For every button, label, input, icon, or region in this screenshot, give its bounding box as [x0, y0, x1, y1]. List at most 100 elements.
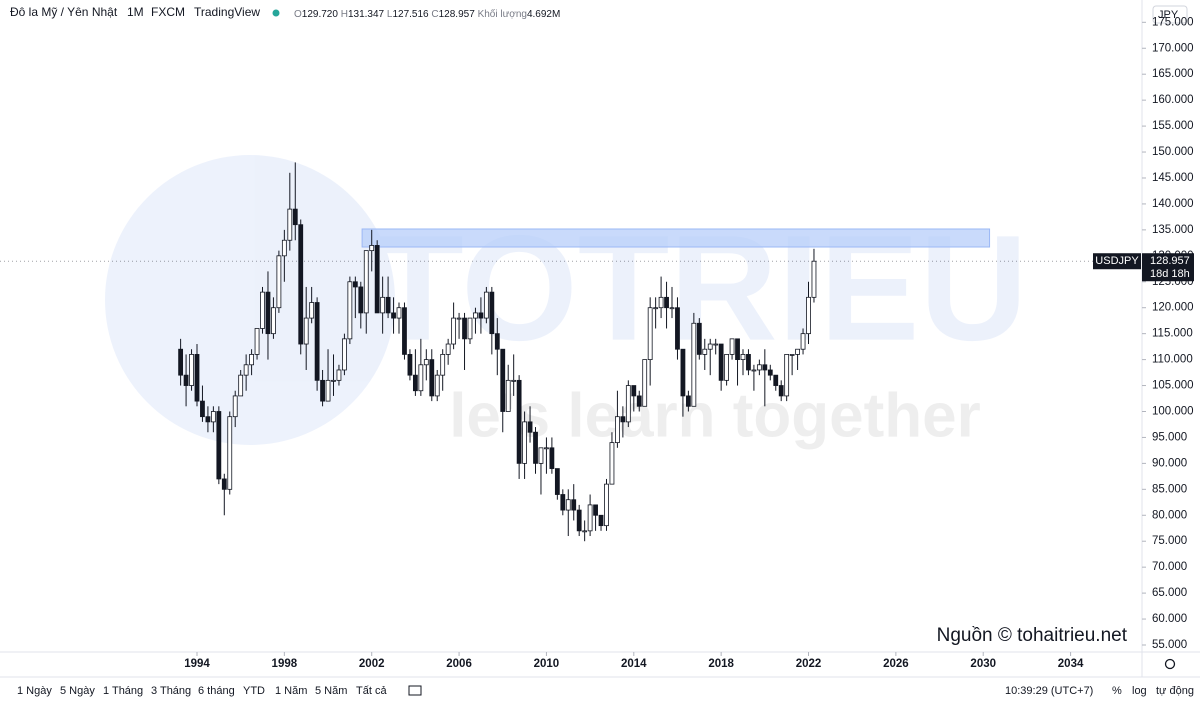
candle-body: [309, 302, 315, 319]
interval[interactable]: 1M: [127, 5, 144, 19]
candle-body: [565, 499, 571, 511]
range-button[interactable]: Tất cả: [356, 685, 387, 697]
y-tick-label: 100.000: [1152, 406, 1194, 418]
symbol[interactable]: Đô la Mỹ / Yên Nhật: [10, 5, 118, 19]
candle-body: [407, 354, 413, 376]
label: Khối lượng: [478, 8, 527, 20]
status-dot: [272, 9, 280, 17]
candle-body: [391, 312, 396, 319]
candle-body: [560, 494, 566, 511]
settings-icon[interactable]: [1164, 658, 1176, 670]
candle-body: [680, 348, 686, 397]
candle-body: [773, 374, 779, 386]
candle-body: [664, 296, 669, 309]
candle-body: [522, 421, 527, 464]
candle-body: [462, 317, 467, 340]
candle-body: [620, 416, 626, 423]
candle-body: [691, 322, 697, 407]
candle-body: [402, 307, 407, 355]
candle-body: [582, 530, 588, 533]
candle-body: [320, 379, 325, 402]
y-tick-label: 70.000: [1152, 561, 1187, 573]
x-tick-label: 2014: [621, 658, 647, 670]
candle-body: [287, 208, 293, 241]
currency[interactable]: JPY: [1158, 9, 1179, 21]
candle-body: [631, 385, 637, 397]
candle-body: [265, 291, 271, 335]
auto-toggle[interactable]: tự động: [1156, 685, 1194, 697]
candle-body: [200, 400, 205, 418]
candle-body: [456, 317, 462, 320]
label: O: [294, 9, 302, 20]
candle-body: [194, 354, 200, 402]
candle-body: [554, 468, 560, 495]
plot-area: [178, 162, 991, 542]
candle-body: [576, 509, 582, 532]
range-button[interactable]: 5 Ngày: [60, 685, 95, 697]
range-button[interactable]: 1 Tháng: [103, 685, 143, 697]
y-tick-label: 155.000: [1152, 120, 1194, 132]
candle-body: [696, 322, 702, 355]
y-tick-label: 110.000: [1152, 354, 1193, 366]
candle-body: [325, 379, 331, 402]
candle-body: [533, 431, 538, 464]
range-button[interactable]: YTD: [243, 685, 265, 697]
candle-body: [227, 416, 233, 490]
log-toggle[interactable]: log: [1132, 685, 1147, 697]
candle-body: [516, 379, 522, 464]
compare-icon[interactable]: [408, 685, 422, 696]
candle-body: [658, 296, 664, 309]
x-tick-label: 1994: [184, 658, 210, 670]
x-tick-label: 2034: [1058, 658, 1084, 670]
candle-body: [429, 359, 435, 397]
candle-body: [544, 447, 549, 450]
candle-body: [500, 348, 506, 412]
candle-body: [675, 307, 680, 350]
candle-body: [702, 348, 708, 355]
range-button[interactable]: 1 Ngày: [17, 685, 52, 697]
value: 128.957: [439, 9, 476, 20]
candle-body: [314, 302, 320, 381]
value: 127.516: [392, 9, 429, 20]
y-tick-label: 165.000: [1152, 68, 1194, 80]
countdown: 18d 18h: [1150, 268, 1190, 280]
candle-body: [587, 504, 593, 532]
range-button[interactable]: 3 Tháng: [151, 685, 191, 697]
range-button[interactable]: 5 Năm: [315, 685, 347, 697]
candle-body: [385, 296, 391, 314]
candle-body: [653, 307, 659, 310]
candle-body: [303, 317, 309, 345]
candle-body: [538, 447, 544, 464]
candle-body: [795, 348, 800, 355]
candle-body: [494, 333, 500, 350]
range-button[interactable]: 1 Năm: [275, 685, 307, 697]
candle-body: [718, 343, 724, 381]
candle-body: [483, 291, 489, 319]
price-box: [1142, 253, 1194, 282]
candle-body: [615, 416, 620, 444]
y-tick-label: 60.000: [1152, 613, 1187, 625]
y-tick-label: 105.000: [1152, 380, 1194, 392]
y-tick-label: 135.000: [1152, 224, 1194, 236]
candle-body: [347, 281, 353, 340]
candle-body: [380, 296, 386, 314]
currency-button[interactable]: [1152, 5, 1188, 24]
range-button[interactable]: 6 tháng: [198, 685, 235, 697]
candle-body: [511, 379, 517, 382]
candle-body: [647, 307, 653, 360]
toolbar: 10:39:29 (UTC+7) % log tự động 1 Ngày 5 N…: [17, 685, 1194, 697]
y-tick-label: 170.000: [1152, 42, 1194, 54]
candle-body: [467, 317, 473, 340]
source: Nguồn © tohaitrieu.net: [937, 625, 1128, 646]
candle-body: [434, 374, 440, 397]
percent-toggle[interactable]: %: [1112, 685, 1122, 697]
candle-body: [642, 359, 648, 407]
candle-body: [636, 395, 642, 407]
value: 4.692M: [527, 9, 560, 20]
candle-body: [260, 291, 265, 329]
y-tick-label: 80.000: [1152, 509, 1187, 521]
candle-body: [713, 343, 719, 346]
ohlc-legend: O129.720 H131.347 L127.516 C128.957 Khối…: [294, 8, 560, 20]
candle-body: [505, 379, 511, 412]
price-label: 128.957: [1150, 255, 1190, 267]
